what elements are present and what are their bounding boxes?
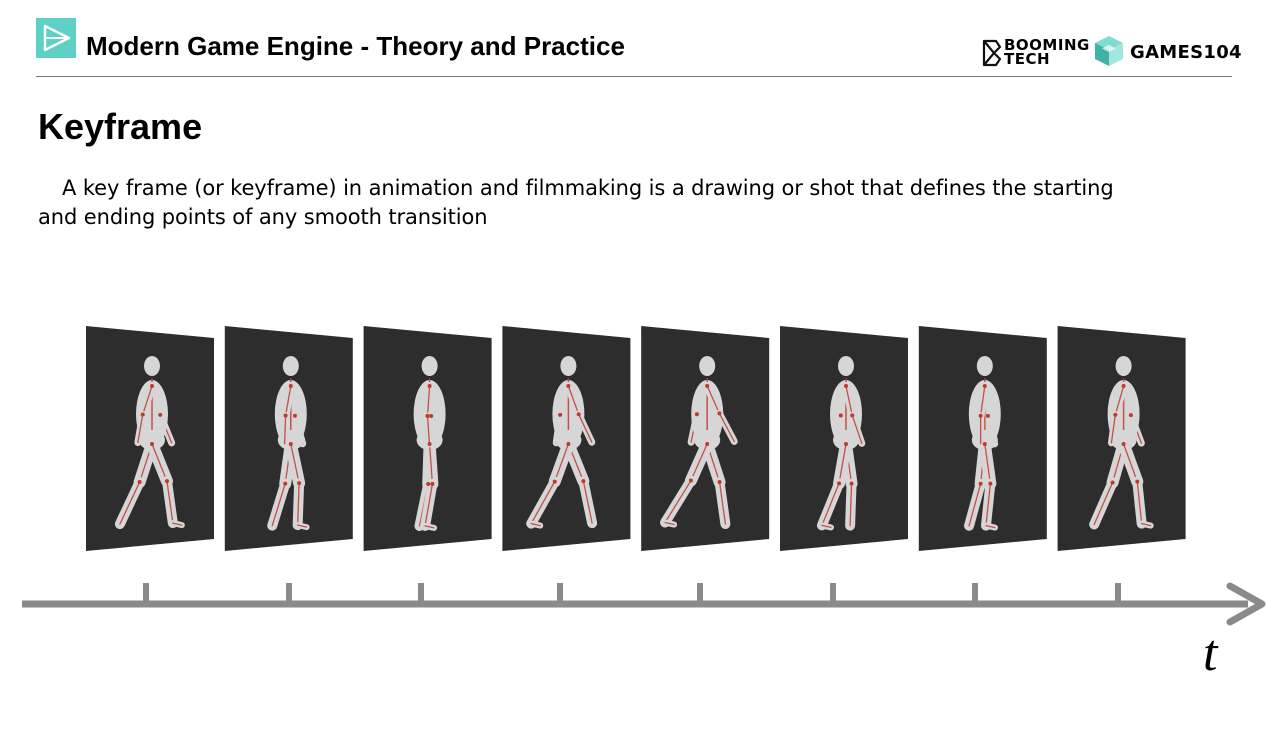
booming-text: BOOMING [1004, 36, 1090, 54]
time-axis-arrowhead-icon [1226, 582, 1266, 626]
header-divider [36, 76, 1232, 77]
walking-figure [267, 356, 310, 531]
walking-figure [1089, 356, 1154, 530]
tech-text: TECH [1004, 50, 1051, 68]
games104-logo: GAMES104 [1092, 34, 1242, 68]
keyframe-panel [502, 326, 631, 551]
keyframe-panel [224, 326, 353, 551]
cube-icon [1095, 36, 1123, 66]
play-triangle-icon [36, 18, 76, 58]
keyframe-panel [780, 326, 908, 551]
keyframe-definition: A key frame (or keyframe) in animation a… [38, 176, 1114, 229]
keyframe-panel [1057, 326, 1186, 551]
keyframe-panel [363, 326, 492, 551]
walking-figure [413, 356, 446, 531]
keyframe-panel [86, 326, 214, 551]
games104-text: GAMES104 [1130, 42, 1242, 63]
keyframe-panel [918, 326, 1047, 551]
keyframe-panel [641, 326, 770, 551]
booming-tech-mark-icon [982, 39, 1002, 67]
walking-figure [114, 356, 185, 530]
walking-figure [660, 356, 738, 530]
course-title: Modern Game Engine - Theory and Practice [86, 31, 625, 61]
time-axis-label: t [1203, 625, 1218, 682]
walking-figure [816, 356, 866, 531]
booming-tech-logo: BOOMING TECH [982, 37, 1089, 69]
slide-title: Keyframe [38, 106, 203, 147]
walking-figure [526, 356, 598, 529]
keyframe-timeline-diagram [22, 326, 1266, 626]
walking-figure [964, 356, 1001, 531]
